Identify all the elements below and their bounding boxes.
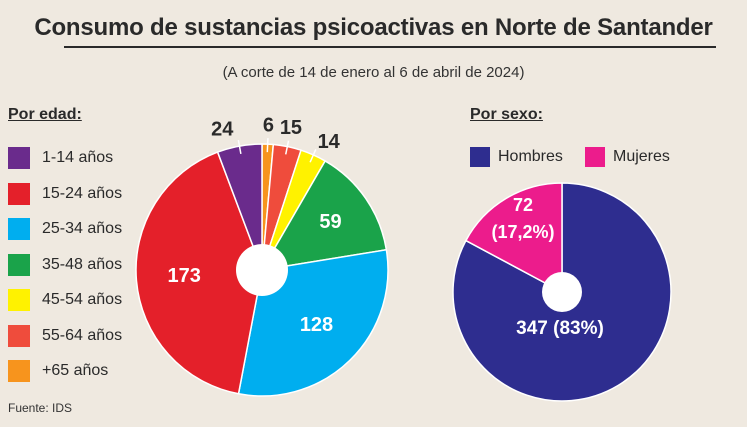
legend-item-1-14-a-os: 1-14 años xyxy=(8,147,113,169)
data-label: 24 xyxy=(211,119,234,141)
legend-label: 15-24 años xyxy=(42,184,123,202)
pie-slice xyxy=(260,159,388,271)
pie-slice xyxy=(135,151,263,395)
data-label: 59 xyxy=(319,211,341,233)
legend-label: 45-54 años xyxy=(42,291,123,308)
legend-swatch xyxy=(8,182,30,205)
label-leader-line xyxy=(266,138,269,153)
legend-label: 1-14 años xyxy=(42,149,114,166)
data-label: 347 (83%) xyxy=(516,318,604,339)
pie-slice xyxy=(464,182,563,294)
legend-label-hombres: Hombres xyxy=(498,148,563,165)
label-leader-line xyxy=(237,139,242,155)
label-leader-line xyxy=(284,140,290,155)
legend-swatch xyxy=(8,218,30,240)
label-leader-line xyxy=(309,149,317,163)
data-label: 15 xyxy=(280,117,302,139)
data-label: 173 xyxy=(167,265,200,287)
data-label: (17,2%) xyxy=(491,222,554,242)
legend-swatch xyxy=(8,253,30,276)
data-label: 14 xyxy=(318,131,341,153)
data-label: 72 xyxy=(513,195,533,215)
legend-label: +65 años xyxy=(42,362,109,379)
pie-center-hole xyxy=(236,244,288,296)
data-label: 128 xyxy=(300,314,333,336)
chart-title: Consumo de sustancias psicoactivas en No… xyxy=(34,14,713,41)
legend-swatch xyxy=(8,289,30,311)
data-label: 6 xyxy=(263,114,274,136)
legend-swatch xyxy=(8,360,30,382)
chart-subtitle: (A corte de 14 de enero al 6 de abril de… xyxy=(222,64,525,81)
age-section-label: Por edad: xyxy=(8,106,82,123)
legend-item--65-a-os: +65 años xyxy=(8,360,108,382)
legend-item-25-34-a-os: 25-34 años xyxy=(8,218,122,240)
legend-label: 25-34 años xyxy=(42,220,123,237)
legend-swatch xyxy=(8,324,30,347)
legend-label: 55-64 años xyxy=(42,326,123,344)
legend-swatch-mujeres xyxy=(585,147,605,167)
legend-item-55-64-a-os: 55-64 años xyxy=(8,324,123,347)
legend-item-35-48-a-os: 35-48 años xyxy=(8,253,123,276)
source-note: Fuente: IDS xyxy=(8,401,73,415)
legend-swatch xyxy=(8,147,30,169)
legend-item-45-54-a-os: 45-54 años xyxy=(8,289,122,311)
legend-item-mujeres: Mujeres xyxy=(585,147,670,167)
legend-label-mujeres: Mujeres xyxy=(613,148,670,165)
pie-center-hole xyxy=(542,272,582,312)
sex-section-label: Por sexo: xyxy=(470,106,543,123)
title-underline xyxy=(64,46,716,48)
legend-item-15-24-a-os: 15-24 años xyxy=(8,182,123,205)
legend-item-hombres: Hombres xyxy=(470,147,563,167)
legend-label: 35-48 años xyxy=(42,255,123,273)
legend-swatch-hombres xyxy=(470,147,490,167)
